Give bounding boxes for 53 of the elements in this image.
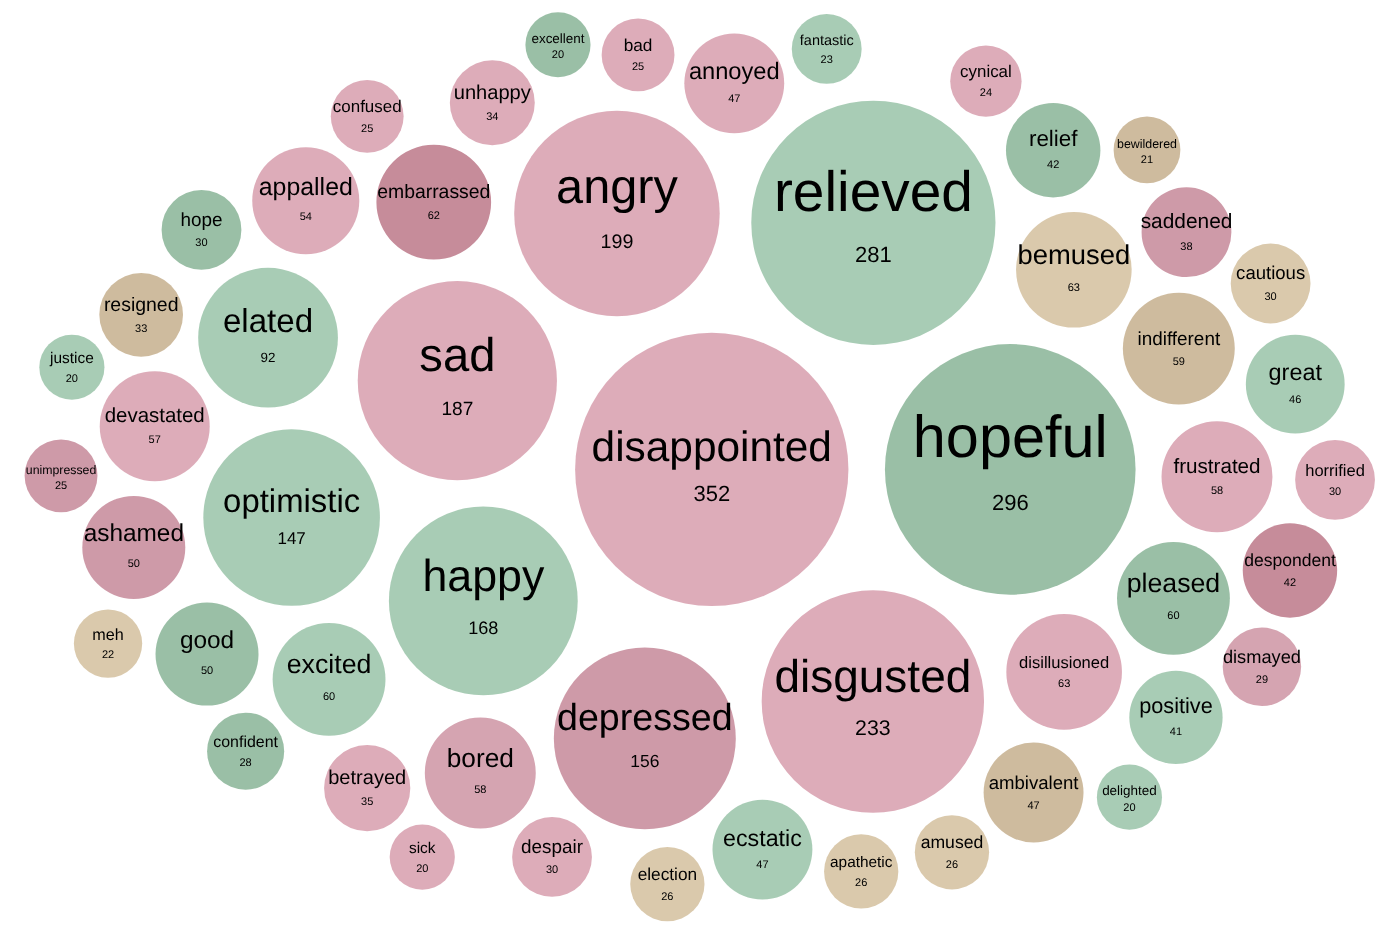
- data-label: 281: [855, 244, 892, 269]
- category-label: cautious: [1236, 263, 1306, 284]
- category-label: appalled: [258, 172, 353, 201]
- category-label: sad: [419, 330, 496, 383]
- category-label: resigned: [103, 294, 179, 317]
- data-label: 199: [600, 232, 635, 255]
- category-label: bored: [446, 742, 514, 773]
- category-label: ashamed: [83, 519, 184, 548]
- category-label: confused: [332, 96, 403, 117]
- category-label: elated: [222, 301, 314, 340]
- category-label: annoyed: [688, 57, 780, 86]
- category-label: bad: [623, 34, 653, 55]
- category-label: great: [1268, 360, 1324, 387]
- category-label: optimistic: [223, 483, 361, 520]
- category-label: cynical: [960, 61, 1012, 82]
- category-label: relief: [1028, 128, 1080, 153]
- category-label: meh: [92, 625, 124, 644]
- data-label: 168: [468, 617, 499, 638]
- category-label: election: [637, 864, 698, 885]
- data-label: 352: [693, 482, 731, 507]
- category-label: amused: [920, 832, 984, 853]
- category-label: indifferent: [1137, 328, 1221, 351]
- category-label: excited: [286, 649, 372, 680]
- category-label: pleased: [1126, 568, 1221, 599]
- category-label: dismayed: [1222, 646, 1301, 667]
- category-label: depressed: [556, 696, 733, 739]
- category-label: embarrassed: [377, 182, 491, 205]
- category-label: despondent: [1244, 550, 1337, 571]
- category-label: despair: [521, 836, 583, 859]
- category-label: ambivalent: [988, 772, 1080, 793]
- category-label: disgusted: [774, 649, 972, 702]
- category-label: horrified: [1305, 461, 1366, 480]
- category-label: devastated: [104, 406, 206, 429]
- data-label: 233: [855, 716, 891, 741]
- data-label: 147: [277, 527, 307, 548]
- data-label: 296: [991, 492, 1029, 517]
- category-label: angry: [556, 161, 680, 216]
- category-label: disillusioned: [1019, 653, 1110, 672]
- category-label: frustrated: [1173, 456, 1262, 479]
- data-label: 156: [630, 751, 660, 772]
- category-label: relieved: [773, 160, 973, 225]
- category-label: unhappy: [453, 82, 531, 105]
- data-label: 187: [441, 398, 474, 421]
- category-label: hopeful: [912, 405, 1108, 472]
- category-label: saddened: [1140, 212, 1233, 235]
- category-label: good: [179, 626, 235, 655]
- category-label: bemused: [1017, 239, 1131, 270]
- category-label: disappointed: [591, 425, 832, 472]
- category-label: hope: [180, 209, 223, 232]
- category-label: happy: [422, 550, 546, 601]
- category-label: ecstatic: [723, 825, 803, 852]
- category-label: positive: [1139, 695, 1213, 720]
- category-label: betrayed: [328, 768, 407, 791]
